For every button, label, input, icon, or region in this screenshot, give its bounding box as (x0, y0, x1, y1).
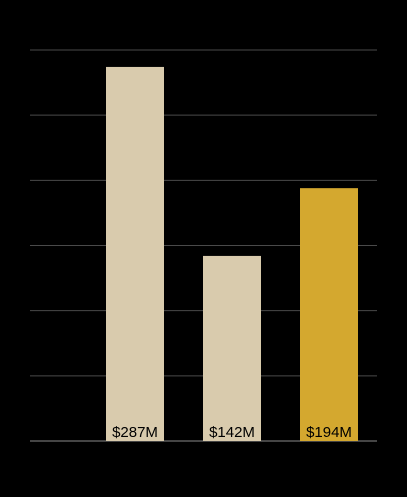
bar (106, 66, 164, 442)
value-label: $142M (209, 424, 255, 441)
value-label: $194M (306, 424, 352, 441)
bar (300, 188, 358, 441)
value-label: $287M (112, 424, 158, 441)
bar (203, 255, 261, 441)
